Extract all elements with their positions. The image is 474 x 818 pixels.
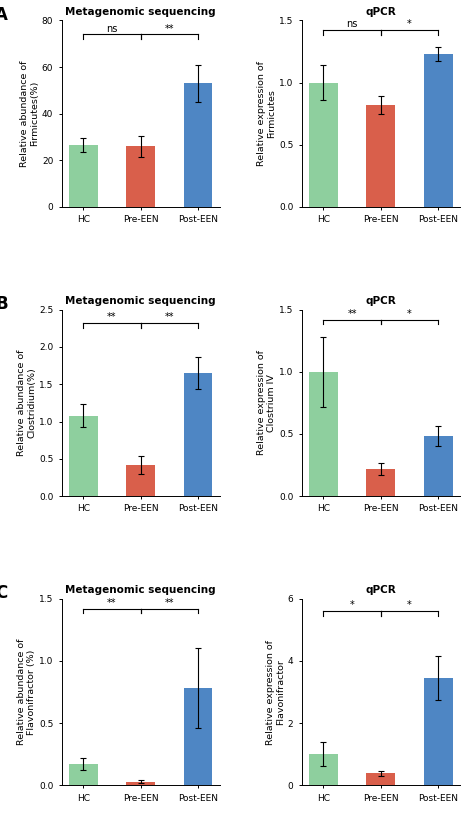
Bar: [309, 754, 337, 785]
Text: **: **: [107, 312, 117, 322]
Y-axis label: Relative abundance of
Flavonifractor (%): Relative abundance of Flavonifractor (%): [17, 639, 36, 745]
Title: qPCR: qPCR: [365, 296, 396, 306]
Text: *: *: [407, 20, 412, 29]
Title: Metagenomic sequencing: Metagenomic sequencing: [65, 7, 216, 17]
Y-axis label: Relative abundance of
Clostridium(%): Relative abundance of Clostridium(%): [17, 349, 36, 456]
Title: qPCR: qPCR: [365, 585, 396, 596]
Text: *: *: [350, 600, 355, 610]
Bar: [366, 105, 395, 207]
Bar: [69, 764, 98, 785]
Y-axis label: Relative expression of
Firmicutes: Relative expression of Firmicutes: [257, 61, 276, 166]
Bar: [366, 774, 395, 785]
Y-axis label: Relative expression of
Clostrium IV: Relative expression of Clostrium IV: [257, 350, 276, 456]
Text: A: A: [0, 6, 8, 24]
Text: **: **: [347, 308, 357, 318]
Text: **: **: [164, 598, 174, 608]
Bar: [184, 688, 212, 785]
Bar: [126, 146, 155, 207]
Text: ns: ns: [106, 24, 118, 34]
Text: **: **: [164, 312, 174, 322]
Title: Metagenomic sequencing: Metagenomic sequencing: [65, 296, 216, 306]
Title: qPCR: qPCR: [365, 7, 396, 17]
Y-axis label: Relative abundance of
Firmicutes(%): Relative abundance of Firmicutes(%): [19, 61, 39, 167]
Y-axis label: Relative expression of
Flavonifractor: Relative expression of Flavonifractor: [265, 640, 285, 744]
Text: *: *: [407, 308, 412, 318]
Bar: [309, 83, 337, 207]
Bar: [424, 678, 453, 785]
Bar: [69, 416, 98, 497]
Text: **: **: [164, 24, 174, 34]
Bar: [309, 371, 337, 497]
Text: C: C: [0, 584, 8, 602]
Bar: [424, 54, 453, 207]
Bar: [126, 465, 155, 497]
Bar: [184, 83, 212, 207]
Bar: [366, 469, 395, 497]
Title: Metagenomic sequencing: Metagenomic sequencing: [65, 585, 216, 596]
Text: B: B: [0, 294, 8, 312]
Bar: [184, 373, 212, 497]
Bar: [424, 437, 453, 497]
Text: ns: ns: [346, 20, 358, 29]
Bar: [126, 781, 155, 785]
Text: *: *: [407, 600, 412, 610]
Bar: [69, 146, 98, 207]
Text: **: **: [107, 598, 117, 608]
